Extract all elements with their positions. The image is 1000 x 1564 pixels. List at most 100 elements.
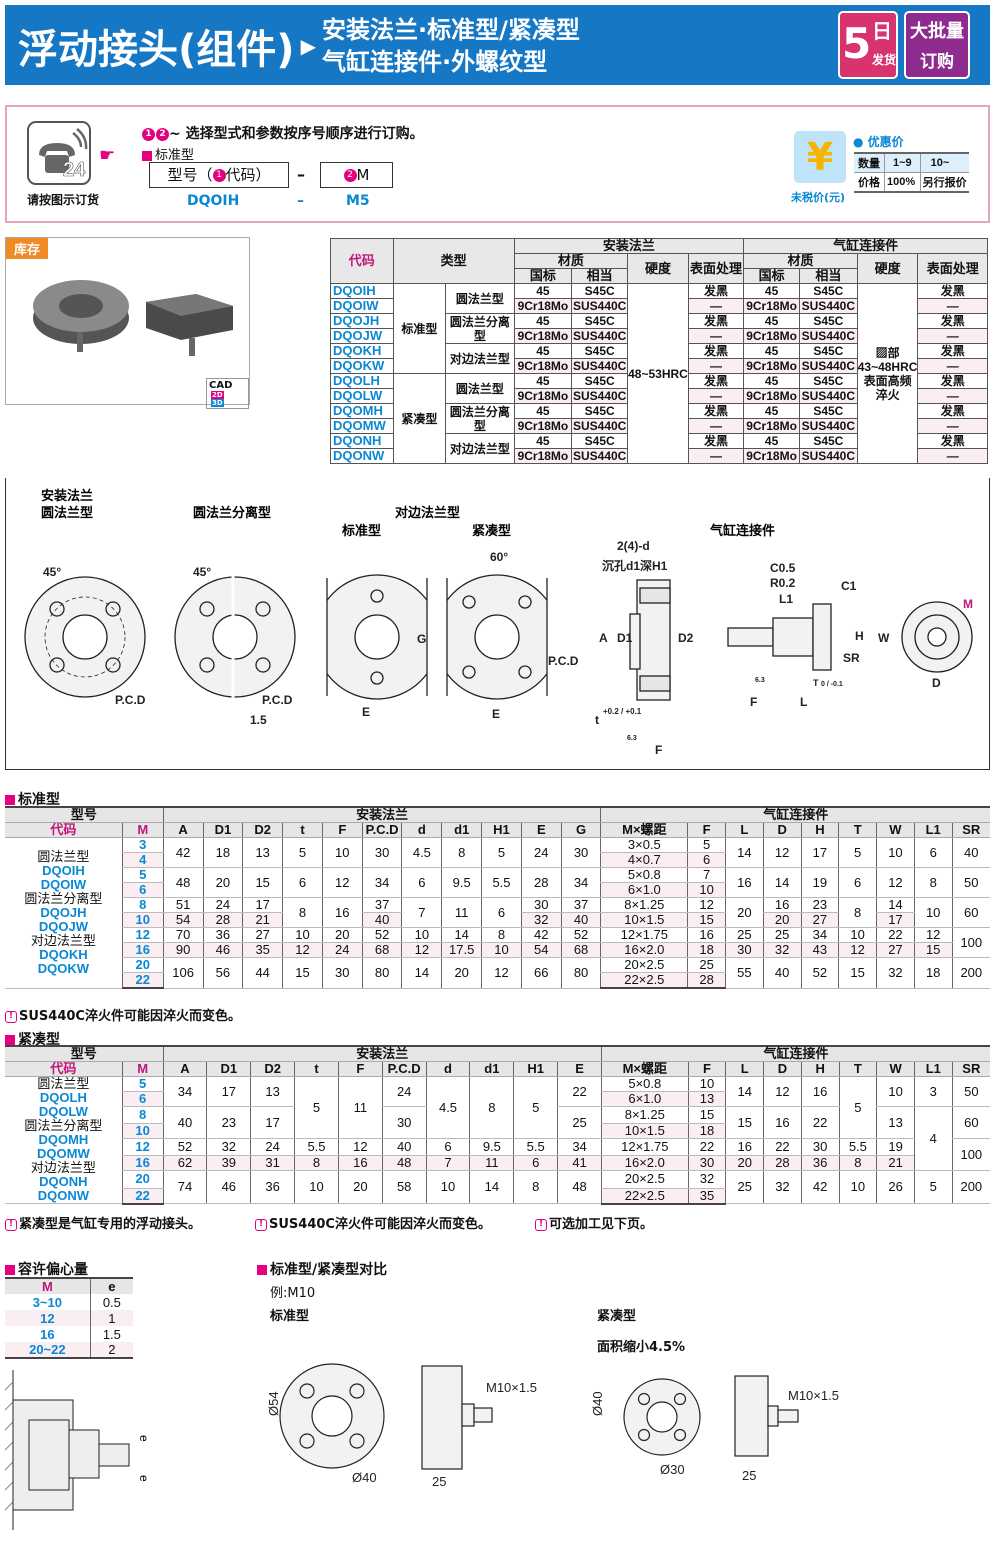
spec-cell: 22×2.5	[600, 1188, 689, 1205]
spec-cell: 12	[913, 927, 953, 943]
spec-cell: 40	[762, 957, 802, 989]
dim-C05: C0.5	[770, 561, 796, 575]
spec-cell: 4.5	[401, 837, 442, 868]
bulk-order-badge: 大批量 订购	[904, 11, 970, 79]
spec-cell: 24	[381, 1076, 427, 1107]
roughness-mark: 6.3	[627, 735, 637, 742]
hardness-line: 淬火	[875, 387, 900, 402]
spec-cell: 15	[838, 957, 877, 989]
header-flange: 安装法兰	[513, 238, 745, 254]
column-header: D	[763, 1061, 802, 1077]
column-header: H1	[513, 1061, 558, 1077]
spec-cell: 6	[401, 867, 442, 898]
spec-cell: 5	[513, 1076, 558, 1140]
standard-section-title: 标准型	[5, 789, 60, 809]
spec-cell: 44	[242, 957, 283, 989]
m-size: 3	[121, 837, 164, 853]
flange-surface: —	[687, 328, 745, 344]
flange-surface: 发黑	[687, 313, 745, 329]
column-header: SR	[951, 822, 990, 838]
label-compact: 紧凑型	[472, 523, 511, 538]
spec-cell: 6	[481, 897, 522, 928]
dim-hole: 2(4)-d	[617, 539, 650, 553]
code-link[interactable]: DQONH	[330, 433, 394, 449]
spec-cell: 5×0.8	[600, 1076, 689, 1092]
series-code: DQOKW	[37, 960, 90, 976]
column-header: W	[876, 822, 915, 838]
spec-cell: 16	[321, 897, 363, 928]
spec-cell: 20×2.5	[600, 1170, 689, 1189]
spec-cell: 14	[724, 837, 764, 868]
ecc-m: 12	[40, 1310, 55, 1326]
dim-D2: D2	[678, 631, 694, 645]
spec-cell: 5×0.8	[600, 867, 688, 883]
spec-cell: 5.5	[513, 1138, 558, 1157]
order-instruction: 1 2 ~ 选择型式和参数按序号顺序进行订购。	[142, 123, 424, 143]
spec-cell: 5	[687, 837, 726, 853]
column-header: L	[724, 822, 764, 838]
spec-cell: 5	[913, 1170, 953, 1204]
spec-cell: 30	[560, 837, 601, 868]
spec-cell: 23	[206, 1106, 251, 1140]
spec-cell: 10	[913, 897, 953, 928]
spec-cell: 17	[242, 897, 283, 913]
spec-cell: 10	[687, 882, 726, 898]
column-header: M×螺距	[600, 1061, 689, 1077]
series-code: DQONH	[39, 1174, 88, 1189]
subtype: 对边法兰型	[445, 433, 515, 464]
spec-cell: 80	[560, 957, 601, 989]
code-link[interactable]: DQOIH	[330, 283, 394, 299]
spec-cell: 90	[162, 942, 203, 958]
series-name: 圆法兰型	[37, 848, 90, 864]
connector-equiv: S45C	[798, 373, 858, 389]
flange-gb: 45	[513, 403, 573, 419]
five-day-shipping-badge: 5 日 发货	[838, 11, 898, 79]
spec-cell: 10	[876, 1076, 915, 1107]
flange-gb: 45	[513, 433, 573, 449]
connector-side-view	[727, 601, 973, 673]
code-link[interactable]: DQONW	[330, 448, 394, 464]
ecc-m: 20~22	[5, 1342, 91, 1359]
code-link[interactable]: DQOIW	[330, 298, 394, 314]
dim-M: M	[963, 597, 973, 611]
connector-gb: 9Cr18Mo	[743, 328, 800, 344]
spec-cell: 30	[321, 957, 363, 989]
spec-cell: 12×1.75	[600, 927, 688, 943]
dim-C1: C1	[841, 579, 857, 593]
flange-equiv: S45C	[571, 373, 629, 389]
code-link[interactable]: DQOJH	[330, 313, 394, 329]
header-gb: 国标	[513, 268, 573, 284]
code-link[interactable]: DQOLH	[330, 373, 394, 389]
spec-cell: 12	[876, 867, 915, 898]
column-header: E	[557, 1061, 602, 1077]
series-name: 对边法兰型	[30, 932, 96, 948]
flange-equiv: SUS440C	[571, 388, 629, 404]
code-link[interactable]: DQOMW	[330, 418, 394, 434]
code-link[interactable]: DQOKH	[330, 343, 394, 359]
dim-t: t	[595, 713, 599, 727]
code-link[interactable]: DQOLW	[330, 388, 394, 404]
spec-cell: 8×1.25	[600, 897, 688, 913]
header-e: e	[89, 1277, 133, 1294]
column-header: t	[294, 1061, 339, 1077]
code-link[interactable]: DQOMH	[330, 403, 394, 419]
column-header: T	[838, 1061, 877, 1077]
cad-badge[interactable]: CAD 2D 3D	[206, 378, 249, 409]
instruction-text: ~ 选择型式和参数按序号顺序进行订购。	[169, 126, 424, 142]
spec-cell: 10	[876, 837, 915, 868]
code-link[interactable]: DQOKW	[330, 358, 394, 374]
dim-E: E	[492, 707, 500, 721]
spec-cell: 32	[206, 1138, 251, 1157]
connector-gb: 45	[743, 313, 800, 329]
spec-cell: 22	[876, 927, 915, 943]
table-row: 16 62 39 31 8 16 48 7 11 6 41 16×2.0 30 20 28 36 8 21	[5, 1155, 990, 1172]
header-surface: 表面处理	[687, 253, 745, 284]
header-code: 代码	[5, 1061, 123, 1077]
note-text: 紧凑型是气缸专用的浮动接头。	[19, 1217, 202, 1232]
flange-side-view	[629, 579, 671, 701]
spec-cell: 6	[687, 852, 726, 868]
type-label: 标准型	[142, 144, 194, 163]
discount-title-text: 优惠价	[867, 135, 904, 149]
warning-icon: !	[5, 1218, 17, 1231]
code-link[interactable]: DQOJW	[330, 328, 394, 344]
